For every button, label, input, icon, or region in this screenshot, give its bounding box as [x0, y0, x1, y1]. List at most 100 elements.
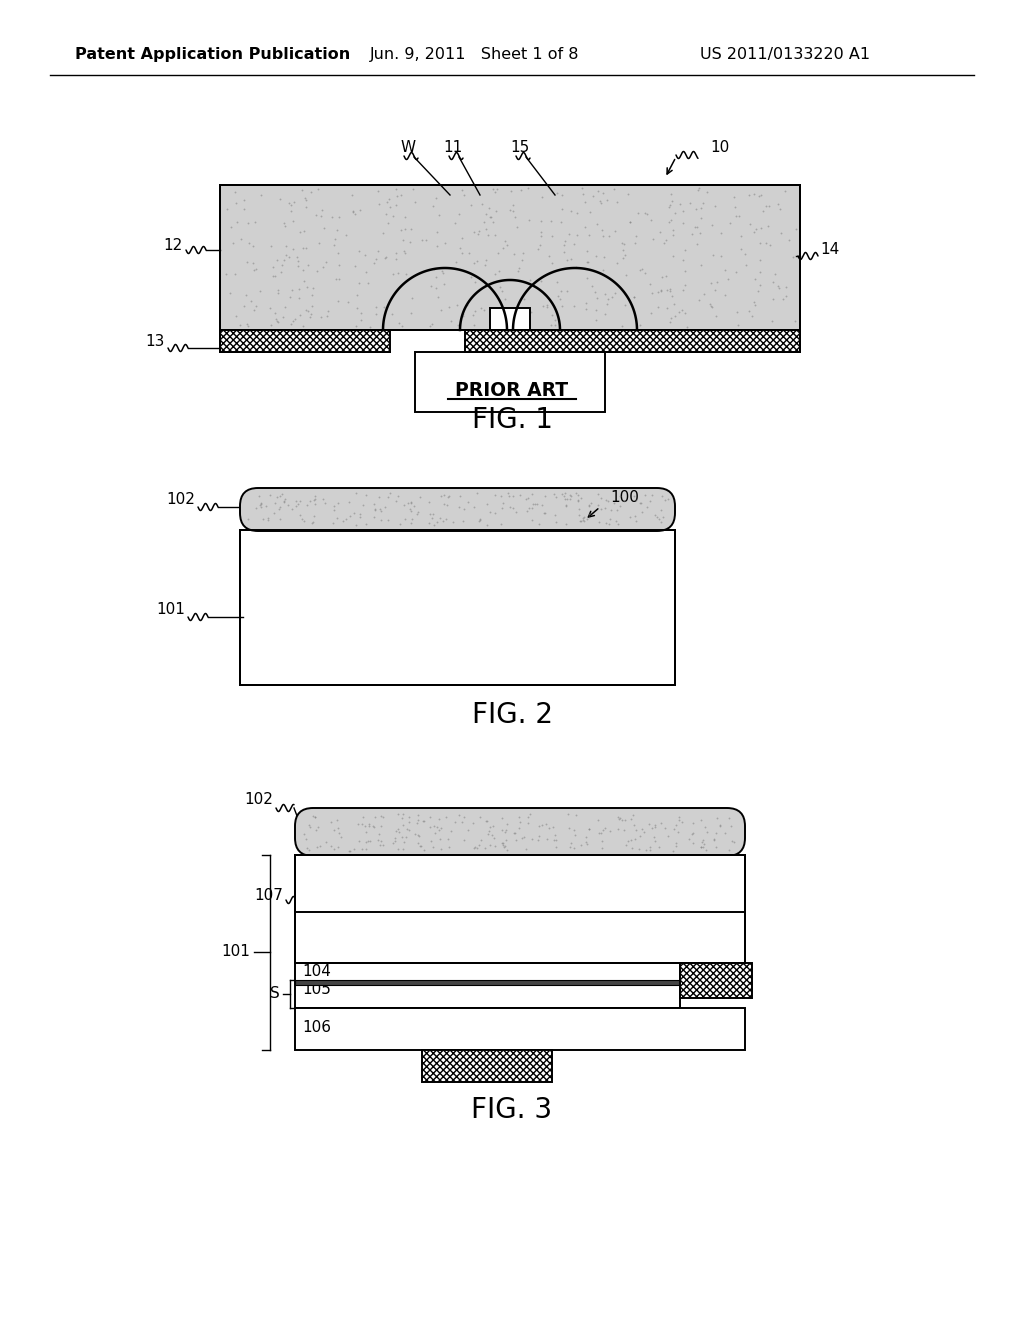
Point — [432, 300, 449, 321]
Point — [432, 507, 449, 528]
Point — [515, 243, 531, 264]
Point — [345, 201, 361, 222]
Point — [616, 818, 633, 840]
Point — [486, 264, 503, 285]
Point — [486, 484, 503, 506]
Point — [495, 492, 511, 513]
Point — [455, 305, 471, 326]
Point — [712, 814, 728, 836]
Point — [262, 484, 279, 506]
Point — [303, 285, 319, 306]
Point — [712, 816, 728, 837]
Point — [590, 495, 606, 516]
Point — [581, 496, 597, 517]
Point — [599, 293, 615, 314]
Point — [478, 218, 495, 239]
Point — [624, 809, 640, 830]
Point — [494, 498, 510, 519]
Point — [601, 513, 617, 535]
Point — [666, 818, 682, 840]
Point — [693, 809, 710, 830]
Point — [375, 834, 391, 855]
Point — [510, 257, 526, 279]
Point — [565, 838, 582, 859]
Bar — [240, 531, 675, 685]
Point — [547, 825, 563, 846]
Point — [296, 511, 312, 532]
Point — [424, 507, 440, 528]
Point — [248, 259, 264, 280]
Point — [274, 255, 291, 276]
Point — [394, 807, 411, 828]
Point — [406, 178, 422, 199]
Point — [247, 211, 263, 232]
Point — [398, 826, 415, 847]
Point — [568, 805, 585, 826]
Point — [507, 822, 523, 843]
Point — [443, 821, 460, 842]
Point — [721, 840, 737, 861]
Point — [521, 804, 538, 825]
Point — [324, 206, 340, 227]
Point — [553, 211, 569, 232]
Point — [544, 224, 560, 246]
Point — [573, 511, 590, 532]
Point — [441, 837, 458, 858]
Point — [240, 508, 256, 529]
Point — [397, 219, 414, 240]
Point — [361, 315, 378, 337]
Point — [308, 820, 325, 841]
Point — [646, 504, 663, 525]
Point — [393, 183, 410, 205]
Point — [644, 484, 660, 506]
Point — [593, 487, 609, 508]
Point — [307, 488, 324, 510]
Point — [475, 211, 492, 232]
Point — [393, 219, 410, 240]
Point — [637, 202, 653, 223]
Point — [469, 224, 485, 246]
Point — [313, 205, 330, 226]
Point — [304, 805, 321, 826]
Point — [350, 240, 367, 261]
Point — [371, 824, 387, 845]
Point — [695, 837, 712, 858]
Point — [607, 220, 624, 242]
Point — [290, 494, 306, 515]
Point — [292, 491, 308, 512]
Point — [297, 829, 313, 850]
Point — [674, 300, 690, 321]
Point — [667, 306, 683, 327]
Point — [692, 837, 709, 858]
Point — [428, 277, 444, 298]
Point — [580, 268, 596, 289]
Point — [433, 486, 450, 507]
Point — [258, 495, 274, 516]
Point — [349, 284, 366, 305]
Point — [547, 310, 563, 331]
Point — [669, 814, 685, 836]
Point — [609, 807, 626, 828]
Point — [329, 219, 345, 240]
Point — [587, 281, 603, 302]
Point — [582, 507, 598, 528]
Point — [526, 494, 543, 515]
Point — [253, 185, 269, 206]
Point — [273, 261, 290, 282]
Text: 105: 105 — [302, 982, 331, 998]
Point — [307, 807, 324, 828]
Point — [671, 809, 687, 830]
Point — [485, 828, 502, 849]
Point — [608, 510, 625, 531]
Point — [238, 285, 254, 306]
Point — [275, 491, 292, 512]
Point — [717, 285, 733, 306]
Point — [269, 310, 286, 331]
Point — [271, 508, 288, 529]
Point — [595, 182, 611, 203]
Point — [549, 271, 565, 292]
Point — [557, 488, 573, 510]
Point — [331, 268, 347, 289]
Point — [295, 259, 311, 280]
Point — [295, 220, 311, 242]
